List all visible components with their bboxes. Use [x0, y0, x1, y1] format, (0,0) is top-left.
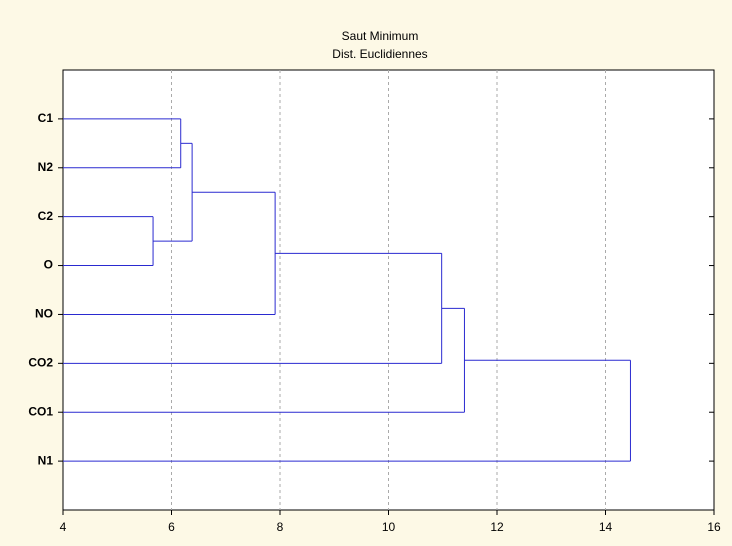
chart-title: Saut Minimum — [342, 29, 419, 43]
x-tick-label: 12 — [490, 520, 504, 534]
x-tick-label: 16 — [707, 520, 721, 534]
x-tick-label: 4 — [60, 520, 67, 534]
leaf-label: CO2 — [28, 356, 53, 370]
leaf-label: NO — [35, 307, 53, 321]
x-tick-label: 14 — [599, 520, 613, 534]
x-tick-label: 10 — [382, 520, 396, 534]
chart-subtitle: Dist. Euclidiennes — [332, 47, 427, 61]
leaf-label: O — [44, 258, 53, 272]
leaf-label: N2 — [38, 160, 54, 174]
leaf-label: C2 — [38, 209, 54, 223]
leaf-label: N1 — [38, 453, 54, 467]
x-tick-label: 6 — [168, 520, 175, 534]
leaf-label: C1 — [38, 111, 54, 125]
leaf-label: CO1 — [28, 404, 53, 418]
x-tick-label: 8 — [277, 520, 284, 534]
